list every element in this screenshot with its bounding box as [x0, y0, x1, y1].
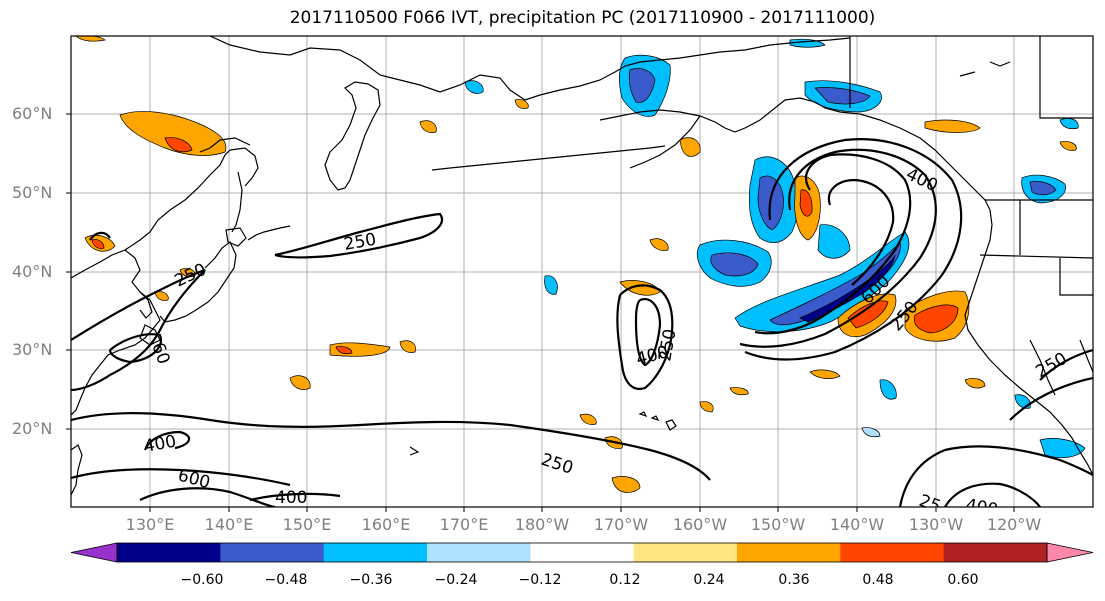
lon-label: 130°E — [125, 515, 175, 534]
contour-label: 400 — [142, 432, 177, 457]
lon-label: 120°W — [986, 515, 1042, 534]
lon-label: 160°W — [672, 515, 728, 534]
colorbar-tick-label: 0.12 — [609, 572, 641, 588]
lon-label: 140°W — [829, 515, 885, 534]
contour-label: 250 — [1033, 349, 1071, 383]
contour-label: 400 — [964, 495, 999, 520]
colorbar-swatch — [633, 543, 738, 562]
colorbar-tick-label: −0.48 — [264, 572, 308, 588]
colorbar-frame — [116, 542, 1048, 563]
contour-label: 25 — [916, 491, 943, 517]
coastlines — [71, 36, 1093, 496]
lon-label: 180°W — [514, 515, 570, 534]
map-area: 250 250 60 400 250 400 600 400 250 400 6… — [71, 36, 1093, 520]
lat-label: 40°N — [12, 262, 53, 281]
colorbar-swatch — [943, 543, 1048, 562]
colorbar-extend-high — [1046, 542, 1094, 563]
lat-label: 30°N — [12, 340, 53, 359]
colorbar-tick-label: 0.24 — [693, 572, 725, 588]
colorbar-tick-label: 0.48 — [862, 572, 894, 588]
lon-label: 170°W — [593, 515, 649, 534]
lon-label: 170°E — [439, 515, 489, 534]
contour-label: 400 — [275, 488, 307, 508]
precip-anomalies — [75, 36, 1086, 493]
lat-label: 60°N — [12, 104, 53, 123]
lat-label: 50°N — [12, 183, 53, 202]
gridlines — [71, 36, 1093, 507]
colorbar-swatch — [117, 543, 221, 562]
lon-label: 140°E — [204, 515, 254, 534]
colorbar-swatch — [323, 543, 428, 562]
colorbar-tick-label: −0.36 — [349, 572, 393, 588]
lon-label: 160°E — [361, 515, 411, 534]
lon-label: 150°W — [750, 515, 806, 534]
lon-label: 150°E — [282, 515, 332, 534]
colorbar — [70, 542, 1094, 563]
colorbar-swatch — [840, 543, 945, 562]
colorbar-tick-label: 0.60 — [947, 572, 979, 588]
colorbar-swatch — [427, 543, 531, 562]
map-title: 2017110500 F066 IVT, precipitation PC (2… — [289, 8, 876, 28]
colorbar-tick-label: −0.12 — [518, 572, 562, 588]
colorbar-swatch — [737, 543, 841, 562]
colorbar-tick-label: −0.24 — [434, 572, 478, 588]
colorbar-swatch — [220, 543, 325, 562]
contour-label: 250 — [342, 230, 377, 255]
contour-labels: 250 250 60 400 250 400 600 400 250 400 6… — [142, 164, 1071, 520]
ivt-contours — [71, 138, 1093, 507]
contour-label: 250 — [655, 327, 680, 362]
colorbar-swatch — [530, 543, 635, 562]
tick-marks — [66, 113, 1015, 512]
lat-label: 20°N — [12, 419, 53, 438]
colorbar-tick-label: −0.60 — [180, 572, 224, 588]
lon-label: 130°W — [908, 515, 964, 534]
contour-label: 250 — [538, 450, 575, 479]
colorbar-tick-label: 0.36 — [778, 572, 810, 588]
colorbar-extend-low — [70, 542, 118, 563]
